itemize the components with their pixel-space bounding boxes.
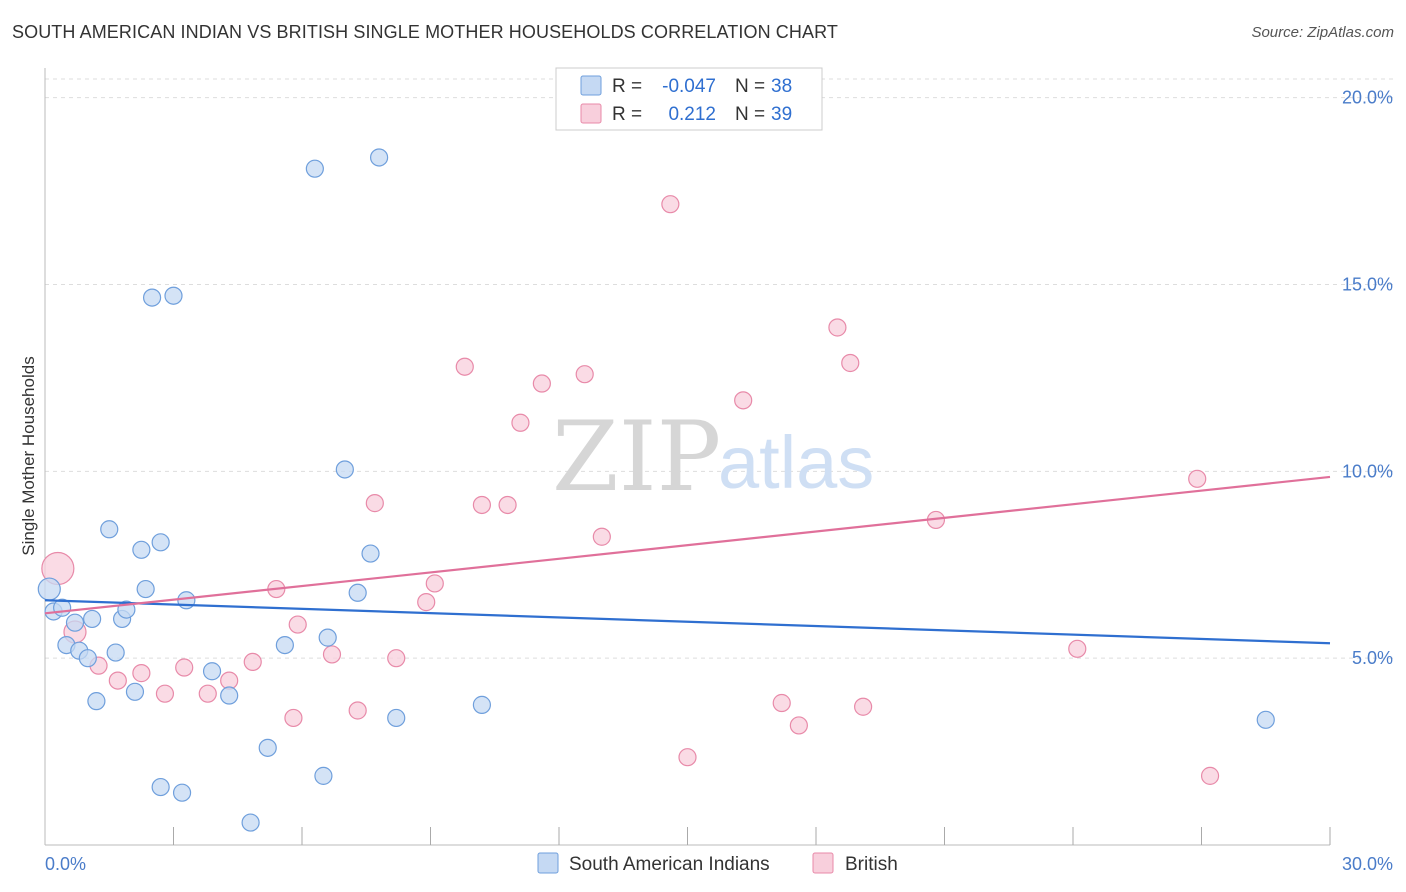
point-british — [417, 593, 436, 612]
point-south-american-indians — [318, 628, 337, 647]
point-south-american-indians — [136, 579, 155, 599]
point-british — [108, 671, 127, 690]
point-south-american-indians — [78, 649, 97, 668]
legend-r-value-blue: -0.047 — [662, 76, 716, 97]
point-british — [198, 684, 217, 703]
y-tick-label: 15.0% — [1342, 275, 1393, 295]
point-british — [322, 645, 342, 664]
point-south-american-indians — [258, 738, 277, 757]
bottom-legend-label-blue: South American Indians — [569, 854, 770, 875]
point-british — [472, 495, 491, 515]
point-british — [854, 697, 873, 716]
point-british — [348, 701, 367, 720]
watermark: ZIP atlas — [552, 401, 874, 513]
point-south-american-indians — [314, 766, 333, 785]
point-south-american-indians — [164, 286, 183, 305]
point-british — [828, 318, 847, 337]
point-british — [789, 716, 808, 735]
point-south-american-indians — [151, 777, 170, 797]
trend-line-british — [44, 475, 1331, 615]
bottom-legend-label-pink: British — [845, 854, 898, 875]
point-british — [678, 748, 697, 767]
point-british — [155, 684, 175, 703]
point-south-american-indians — [37, 577, 61, 601]
y-tick-label: 20.0% — [1342, 88, 1393, 108]
point-south-american-indians — [132, 540, 151, 559]
point-british — [455, 357, 474, 376]
points-layer — [37, 148, 1275, 832]
point-british — [661, 195, 680, 214]
point-british — [841, 353, 860, 373]
axis-layer — [44, 68, 1331, 846]
legend-r-label-pink: R = — [612, 104, 642, 125]
legend-swatch-pink — [580, 103, 602, 124]
legend: R = -0.047 N = 38 R = 0.212 N = 39 — [555, 67, 823, 131]
point-british — [498, 495, 517, 515]
bottom-legend: South American Indians British — [537, 852, 898, 875]
trend-line-south-american-indians — [44, 599, 1331, 645]
point-south-american-indians — [348, 583, 367, 602]
chart-title: SOUTH AMERICAN INDIAN VS BRITISH SINGLE … — [12, 22, 838, 42]
point-british — [1188, 469, 1207, 488]
point-south-american-indians — [370, 148, 389, 167]
legend-n-label-pink: N = — [735, 104, 765, 125]
legend-swatch-blue — [580, 75, 602, 96]
point-south-american-indians — [361, 544, 380, 563]
point-south-american-indians — [172, 783, 192, 802]
point-south-american-indians — [220, 686, 239, 705]
watermark-zip: ZIP — [552, 401, 721, 513]
point-british — [284, 708, 303, 728]
point-british — [387, 649, 406, 668]
point-british — [1200, 766, 1220, 785]
x-tick-label: 0.0% — [45, 854, 86, 874]
trend-layer — [44, 475, 1331, 645]
watermark-atlas: atlas — [718, 421, 874, 504]
tick-label-layer: 5.0% 10.0% 15.0% 20.0% 0.0% 30.0% — [45, 88, 1393, 874]
point-british — [365, 494, 384, 513]
point-british — [592, 527, 611, 546]
point-south-american-indians — [87, 692, 106, 711]
point-south-american-indians — [1256, 710, 1275, 729]
point-south-american-indians — [305, 159, 324, 178]
point-british — [288, 615, 307, 634]
point-south-american-indians — [472, 695, 491, 714]
point-south-american-indians — [335, 460, 354, 479]
point-south-american-indians — [106, 643, 125, 662]
legend-n-value-blue: 38 — [771, 76, 792, 97]
point-british — [1068, 639, 1087, 658]
point-south-american-indians — [142, 288, 162, 307]
point-british — [734, 391, 753, 410]
point-south-american-indians — [83, 609, 102, 629]
point-south-american-indians — [100, 520, 119, 539]
point-south-american-indians — [275, 635, 294, 655]
point-british — [575, 365, 594, 384]
y-tick-label: 5.0% — [1352, 648, 1393, 668]
point-south-american-indians — [241, 813, 260, 832]
bottom-legend-swatch-pink — [812, 852, 834, 874]
point-south-american-indians — [125, 682, 145, 701]
point-south-american-indians — [202, 662, 222, 681]
point-south-american-indians — [65, 613, 85, 632]
legend-r-label-blue: R = — [612, 76, 642, 97]
bottom-legend-swatch-blue — [537, 852, 559, 874]
legend-n-value-pink: 39 — [771, 104, 792, 125]
y-axis-label: Single Mother Households — [19, 356, 38, 555]
point-british — [772, 693, 791, 713]
point-british — [511, 413, 530, 432]
point-british — [243, 652, 262, 672]
point-british — [175, 658, 194, 677]
grid-layer — [45, 78, 1393, 659]
point-south-american-indians — [387, 708, 406, 728]
x-tick-label: 30.0% — [1342, 854, 1393, 874]
legend-n-label-blue: N = — [735, 76, 765, 97]
chart-source: Source: ZipAtlas.com — [1251, 24, 1394, 41]
legend-r-value-pink: 0.212 — [668, 104, 716, 125]
point-british — [532, 374, 551, 393]
point-british — [425, 574, 444, 593]
y-tick-label: 10.0% — [1342, 461, 1393, 481]
point-british — [132, 664, 151, 683]
point-south-american-indians — [151, 533, 170, 552]
